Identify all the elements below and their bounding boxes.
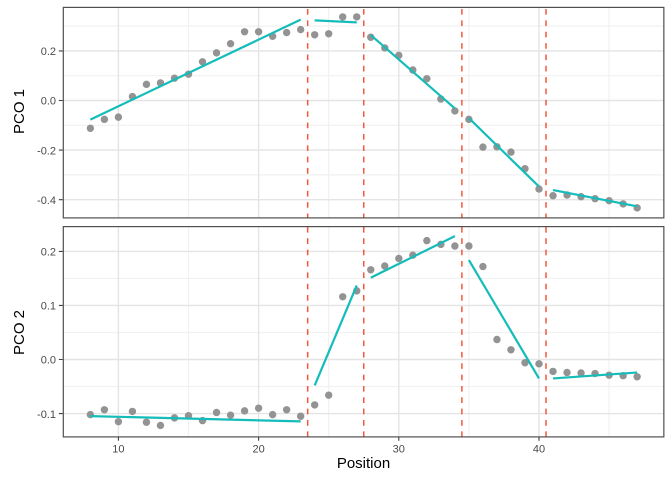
- svg-text:-0.4: -0.4: [37, 195, 56, 207]
- svg-text:PCO 2: PCO 2: [11, 310, 28, 355]
- svg-text:40: 40: [533, 444, 545, 456]
- svg-text:0.0: 0.0: [41, 355, 56, 367]
- svg-text:0.0: 0.0: [41, 96, 56, 108]
- svg-text:0.2: 0.2: [41, 247, 56, 259]
- svg-text:Position: Position: [337, 455, 390, 472]
- svg-text:PCO 1: PCO 1: [11, 89, 28, 134]
- svg-text:0.1: 0.1: [41, 301, 56, 313]
- svg-text:-0.1: -0.1: [37, 409, 56, 421]
- svg-text:20: 20: [252, 444, 264, 456]
- svg-text:-0.2: -0.2: [37, 145, 56, 157]
- svg-text:10: 10: [112, 444, 124, 456]
- svg-text:0.2: 0.2: [41, 46, 56, 58]
- svg-text:30: 30: [393, 444, 405, 456]
